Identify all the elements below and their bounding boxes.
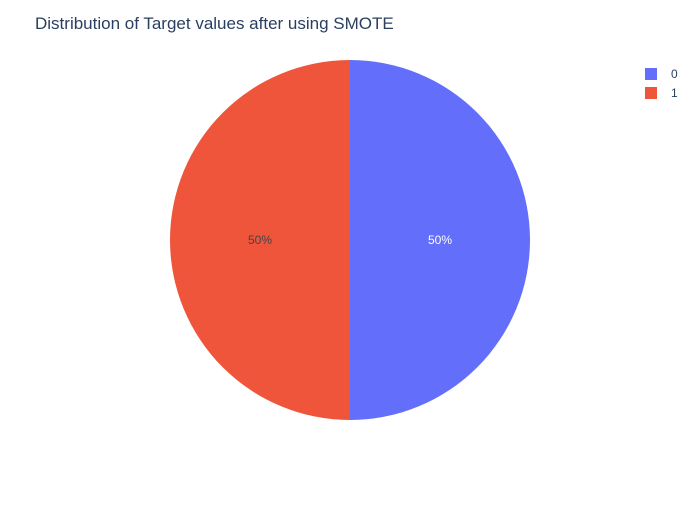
chart-title: Distribution of Target values after usin… [35, 14, 394, 33]
slice-label-0: 50% [428, 233, 452, 247]
slice-label-1: 50% [248, 233, 272, 247]
legend-item-0[interactable]: 0 [645, 67, 678, 81]
legend-swatch-0 [645, 68, 657, 80]
legend-label-1: 1 [671, 86, 678, 100]
pie-slices [170, 60, 530, 420]
legend[interactable]: 01 [645, 67, 678, 100]
pie-slice-1[interactable] [170, 60, 350, 420]
pie-slice-0[interactable] [350, 60, 530, 420]
legend-item-1[interactable]: 1 [645, 86, 678, 100]
legend-label-0: 0 [671, 67, 678, 81]
legend-swatch-1 [645, 87, 657, 99]
pie-slice-labels: 50% 50% [248, 233, 452, 247]
